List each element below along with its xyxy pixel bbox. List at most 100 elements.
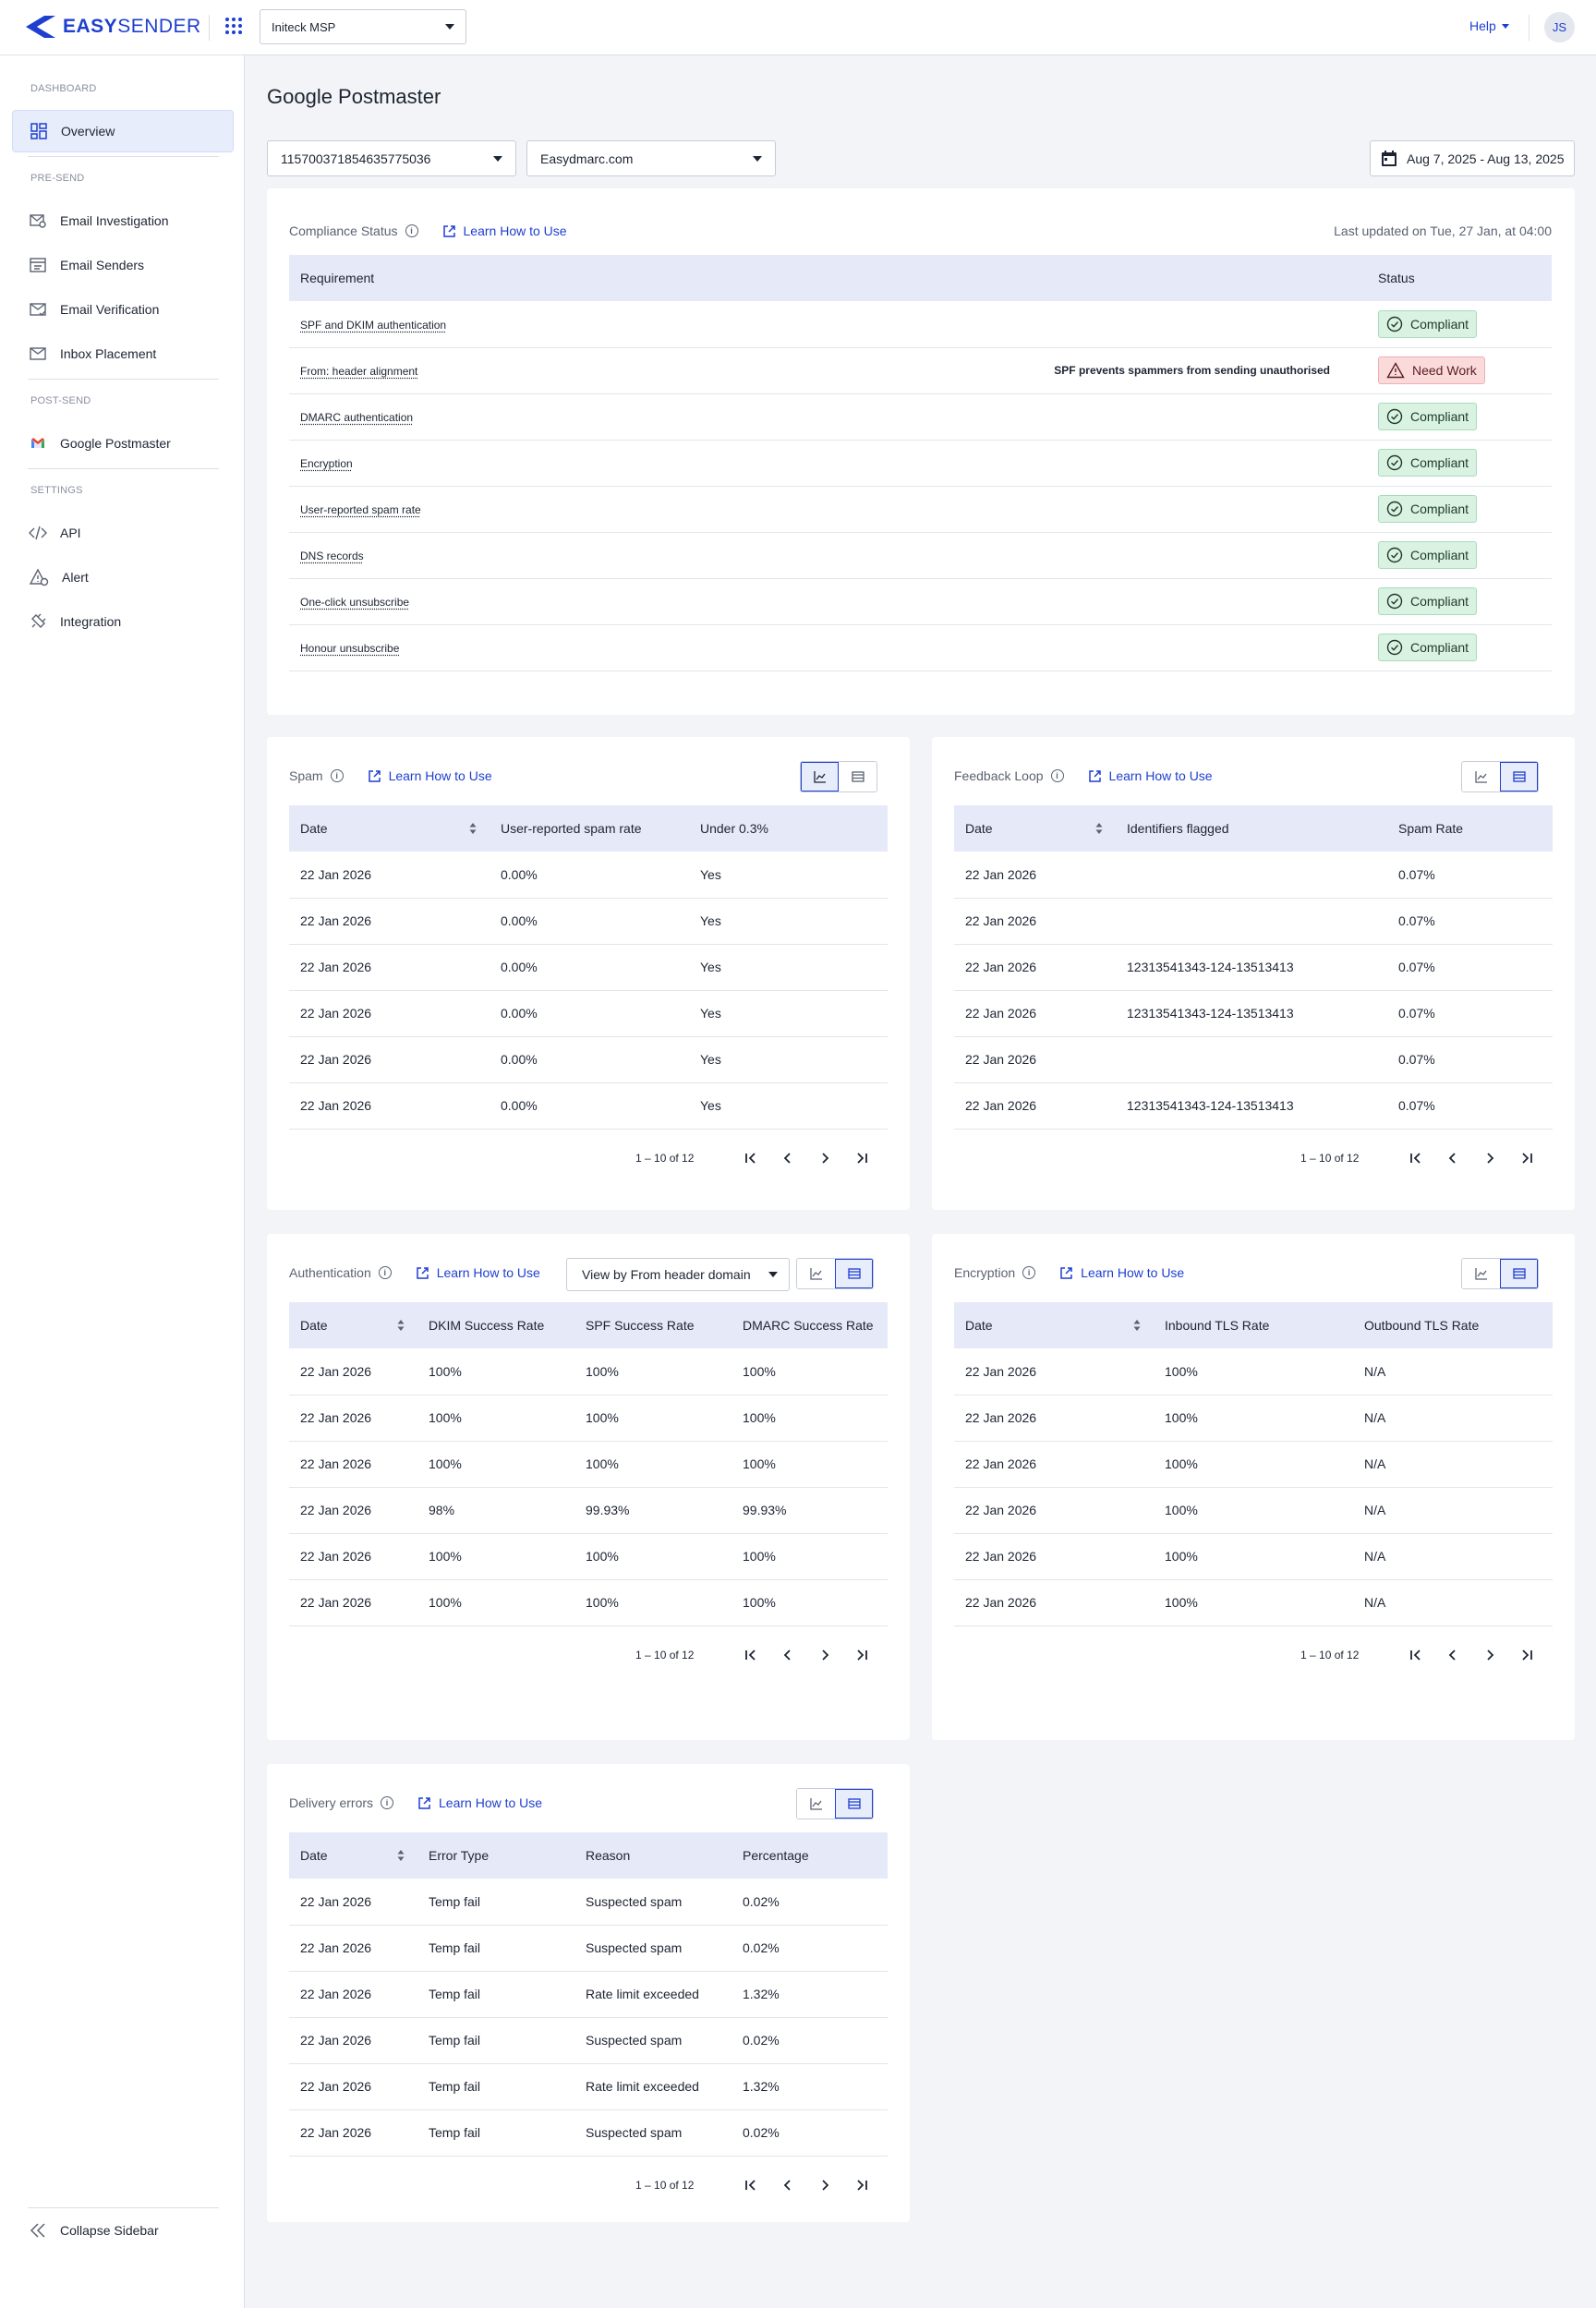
- column-header[interactable]: Date: [289, 1302, 417, 1348]
- chart-view-button[interactable]: [801, 762, 839, 791]
- sidebar-item-inbox-placement[interactable]: Inbox Placement: [12, 332, 234, 375]
- logo[interactable]: EASYSENDER: [24, 13, 201, 41]
- sidebar-item-integration[interactable]: Integration: [12, 600, 234, 643]
- domain-select-value: Easydmarc.com: [540, 151, 634, 166]
- first-page-button[interactable]: [732, 1151, 769, 1166]
- table-cell: 1.32%: [732, 1971, 888, 2018]
- sortable-header[interactable]: Date: [965, 821, 1116, 836]
- sortable-header[interactable]: Date: [965, 1318, 1154, 1333]
- chart-view-button[interactable]: [797, 1259, 835, 1288]
- previous-page-button[interactable]: [769, 1648, 806, 1662]
- sidebar-item-overview[interactable]: Overview: [12, 110, 234, 152]
- requirement-name[interactable]: Honour unsubscribe: [300, 642, 400, 655]
- encryption-table: Date Inbound TLS Rate Outbound TLS Rate 22 …: [954, 1302, 1553, 1626]
- column-header[interactable]: Date: [954, 805, 1116, 852]
- previous-page-button[interactable]: [769, 2178, 806, 2193]
- learn-how-to-use-link[interactable]: Learn How to Use: [416, 1265, 540, 1280]
- next-page-button[interactable]: [806, 1648, 843, 1662]
- next-page-button[interactable]: [806, 2178, 843, 2193]
- table-row: 22 Jan 2026 12313541343-124-13513413 0.07%: [954, 990, 1553, 1037]
- table-view-button[interactable]: [835, 1789, 873, 1819]
- info-icon[interactable]: i: [405, 224, 418, 237]
- requirement-name[interactable]: DNS records: [300, 550, 364, 562]
- sort-icon[interactable]: [397, 1319, 405, 1332]
- chart-view-button[interactable]: [1462, 1259, 1500, 1288]
- sidebar-item-api[interactable]: API: [12, 512, 234, 554]
- previous-page-button[interactable]: [1434, 1151, 1471, 1166]
- first-page-button[interactable]: [1397, 1648, 1434, 1662]
- first-page-button[interactable]: [732, 2178, 769, 2193]
- sortable-header[interactable]: Date: [300, 1848, 417, 1863]
- table-cell: [1116, 852, 1387, 899]
- learn-how-to-use-link[interactable]: Learn How to Use: [1088, 768, 1213, 783]
- sidebar-item-google-postmaster[interactable]: Google Postmaster: [12, 422, 234, 465]
- organization-select[interactable]: Initeck MSP: [260, 9, 466, 44]
- requirement-name[interactable]: One-click unsubscribe: [300, 596, 410, 609]
- table-view-button[interactable]: [1500, 762, 1538, 791]
- last-page-button[interactable]: [843, 1151, 880, 1166]
- info-icon[interactable]: i: [378, 1266, 392, 1279]
- last-page-button[interactable]: [843, 2178, 880, 2193]
- last-page-button[interactable]: [1508, 1648, 1545, 1662]
- external-link-icon: [1060, 1266, 1072, 1279]
- first-page-button[interactable]: [1397, 1151, 1434, 1166]
- table-view-button[interactable]: [839, 762, 877, 791]
- chart-view-button[interactable]: [1462, 762, 1500, 791]
- learn-how-to-use-link[interactable]: Learn How to Use: [442, 224, 567, 238]
- domain-select[interactable]: Easydmarc.com: [526, 140, 776, 176]
- apps-grid-icon[interactable]: [224, 17, 243, 35]
- learn-how-to-use-link[interactable]: Learn How to Use: [368, 768, 492, 783]
- info-icon[interactable]: i: [1022, 1266, 1036, 1279]
- learn-how-to-use-link[interactable]: Learn How to Use: [1059, 1265, 1184, 1280]
- collapse-sidebar-button[interactable]: Collapse Sidebar: [12, 2209, 234, 2252]
- column-header[interactable]: Date: [954, 1302, 1154, 1348]
- learn-how-to-use-link[interactable]: Learn How to Use: [417, 1795, 542, 1810]
- date-range-picker[interactable]: Aug 7, 2025 - Aug 13, 2025: [1370, 140, 1575, 176]
- avatar[interactable]: JS: [1544, 12, 1575, 42]
- column-header[interactable]: Date: [289, 1832, 417, 1879]
- column-header[interactable]: Date: [289, 805, 490, 852]
- sort-icon[interactable]: [397, 1849, 405, 1862]
- next-page-button[interactable]: [806, 1151, 843, 1166]
- table-cell: [1116, 898, 1387, 945]
- sort-icon[interactable]: [1095, 822, 1103, 835]
- last-page-button[interactable]: [1508, 1151, 1545, 1166]
- sidebar-item-email-verification[interactable]: Email Verification: [12, 288, 234, 331]
- sidebar-item-email-senders[interactable]: Email Senders: [12, 244, 234, 286]
- info-icon[interactable]: i: [330, 769, 344, 782]
- sort-icon[interactable]: [1133, 1319, 1141, 1332]
- sortable-header[interactable]: Date: [300, 1318, 417, 1333]
- previous-page-button[interactable]: [769, 1151, 806, 1166]
- first-page-button[interactable]: [732, 1648, 769, 1662]
- chevron-right-icon: [822, 1649, 829, 1661]
- requirement-name[interactable]: User-reported spam rate: [300, 503, 421, 516]
- last-page-button[interactable]: [843, 1648, 880, 1662]
- sidebar-item-label: Email Senders: [60, 258, 145, 272]
- info-icon[interactable]: i: [1050, 769, 1064, 782]
- next-page-button[interactable]: [1471, 1648, 1508, 1662]
- view-by-select[interactable]: View by From header domain: [566, 1258, 790, 1291]
- sidebar-item-email-investigation[interactable]: Email Investigation: [12, 199, 234, 242]
- help-menu[interactable]: Help: [1469, 18, 1509, 33]
- view-toggle: [796, 1258, 874, 1289]
- table-cell: 22 Jan 2026: [954, 1579, 1154, 1626]
- sidebar-item-alert[interactable]: Alert: [12, 556, 234, 598]
- sort-icon[interactable]: [469, 822, 477, 835]
- table-cell: 100%: [417, 1348, 574, 1396]
- next-page-button[interactable]: [1471, 1151, 1508, 1166]
- requirement-name[interactable]: From: header alignment: [300, 365, 418, 378]
- chart-view-button[interactable]: [797, 1789, 835, 1819]
- table-view-button[interactable]: [835, 1259, 873, 1288]
- table-view-button[interactable]: [1500, 1259, 1538, 1288]
- requirement-name[interactable]: Encryption: [300, 457, 353, 470]
- requirement-name[interactable]: DMARC authentication: [300, 411, 414, 424]
- account-select[interactable]: 115700371854635775036: [267, 140, 516, 176]
- sortable-header[interactable]: Date: [300, 821, 490, 836]
- section-dashboard: DASHBOARD: [30, 83, 97, 94]
- code-icon: [29, 526, 47, 540]
- info-icon[interactable]: i: [381, 1796, 394, 1809]
- previous-page-button[interactable]: [1434, 1648, 1471, 1662]
- requirement-name[interactable]: SPF and DKIM authentication: [300, 318, 447, 332]
- column-header-status: Status: [1367, 255, 1552, 301]
- external-link-icon: [368, 769, 381, 782]
